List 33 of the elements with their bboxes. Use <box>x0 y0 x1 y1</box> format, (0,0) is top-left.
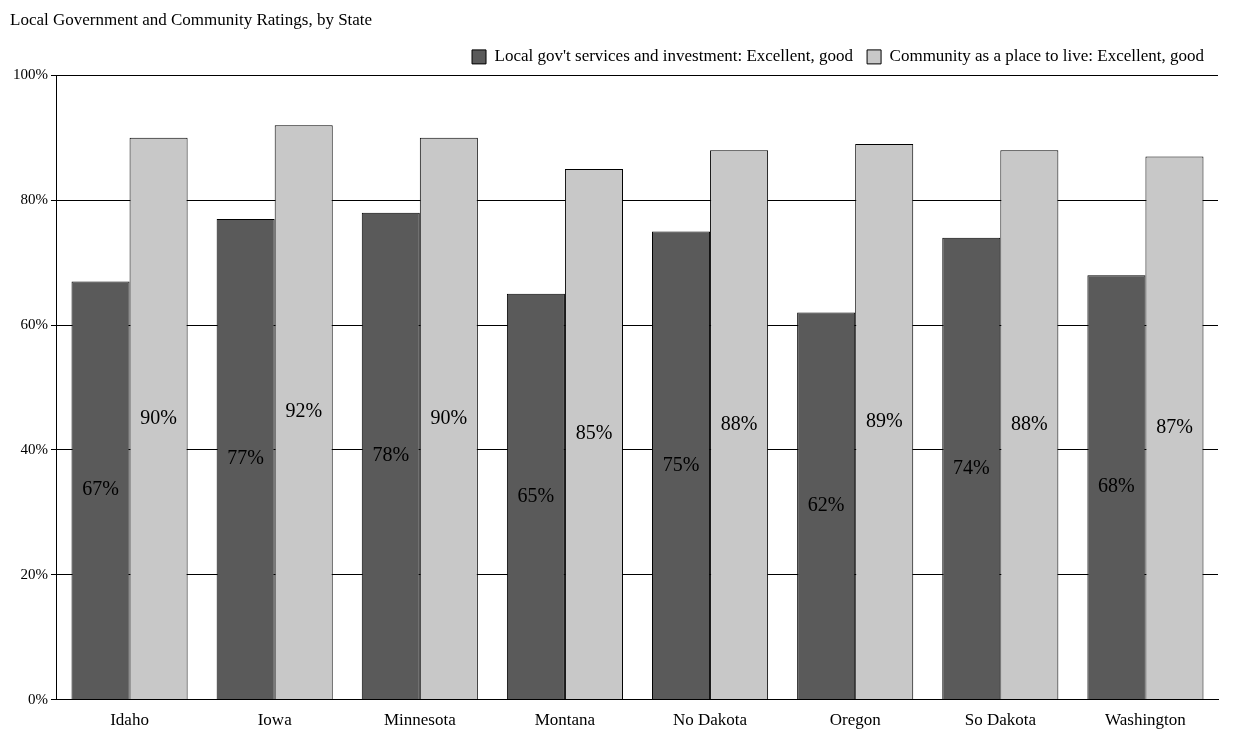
data-label: 88% <box>1011 411 1048 434</box>
data-label: 74% <box>952 455 990 478</box>
chart-title: Local Government and Community Ratings, by State <box>10 9 373 29</box>
x-tick-label: Washington <box>1105 710 1187 730</box>
data-label: 68% <box>1098 474 1135 497</box>
x-tick-label: Iowa <box>257 710 293 730</box>
data-label: 87% <box>1156 415 1193 438</box>
data-label: 78% <box>372 443 410 466</box>
legend-label: Local gov't services and investment: Excellent, good <box>494 46 854 66</box>
x-tick-label: Montana <box>534 710 596 730</box>
data-label: 77% <box>227 446 264 469</box>
y-tick-label: 60% <box>20 316 48 333</box>
y-tick-label: 40% <box>20 440 48 457</box>
data-label: 85% <box>575 421 613 444</box>
y-tick-label: 20% <box>20 565 48 582</box>
data-label: 65% <box>517 483 555 506</box>
data-label: 75% <box>662 452 700 475</box>
data-label: 92% <box>285 399 323 422</box>
data-label: 88% <box>720 411 758 434</box>
data-label: 89% <box>865 408 903 431</box>
x-tick-label: Oregon <box>829 710 882 730</box>
y-tick-label: 100% <box>13 66 48 83</box>
legend-label: Community as a place to live: Excellent, good <box>889 46 1205 66</box>
x-tick-label: So Dakota <box>964 710 1037 730</box>
x-tick-label: No Dakota <box>673 710 748 730</box>
y-tick-label: 80% <box>20 191 48 208</box>
data-label: 90% <box>140 405 177 428</box>
data-label: 67% <box>82 477 119 500</box>
y-tick-label: 0% <box>28 690 48 707</box>
x-tick-label: Minnesota <box>383 710 457 730</box>
data-label: 90% <box>430 405 468 428</box>
x-tick-label: Idaho <box>110 710 149 730</box>
data-label: 62% <box>807 493 845 516</box>
